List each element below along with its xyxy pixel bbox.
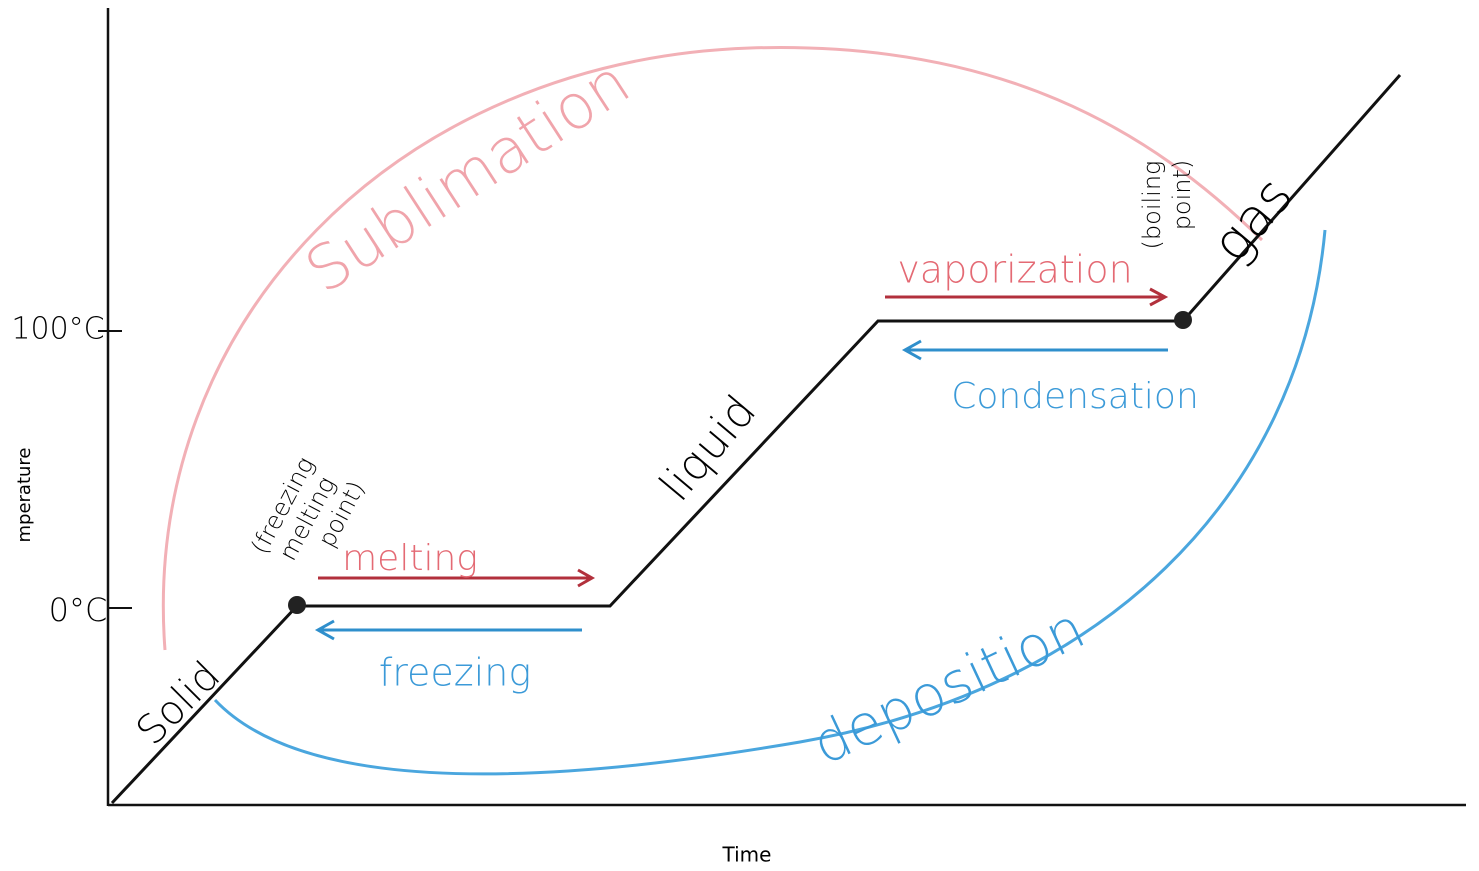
process-label: deposition xyxy=(803,596,1095,778)
point-label-line: (boiling xyxy=(1138,161,1166,250)
melting-point-dot xyxy=(288,596,306,614)
melting-arrow xyxy=(318,568,596,588)
arrows xyxy=(314,287,1169,641)
phase-label: Solid xyxy=(128,653,229,754)
vaporization-arrow xyxy=(885,287,1169,307)
process-label: Condensation xyxy=(951,376,1199,417)
boiling-point-label: (boiling point) xyxy=(1138,160,1196,250)
process-label: freezing xyxy=(379,651,531,695)
phase-label: gas xyxy=(1201,166,1305,274)
process-label: Sublimation xyxy=(293,45,643,308)
heating-curve xyxy=(110,74,1402,805)
condensation-arrow xyxy=(901,339,1168,361)
tick-label: 0°C xyxy=(49,591,108,629)
sublimation-arc xyxy=(162,46,1264,651)
tick-label: 100°C xyxy=(11,312,104,347)
process-label: melting xyxy=(342,538,478,579)
x-axis-label: Time xyxy=(722,843,772,867)
y-axis-label: mperature xyxy=(14,447,35,542)
phase-label: liquid xyxy=(650,386,766,511)
boiling-point-dot xyxy=(1174,311,1192,329)
point-label-line: point) xyxy=(1168,160,1196,231)
process-label: vaporization xyxy=(897,248,1132,292)
freezing-arrow xyxy=(314,619,582,641)
deposition-arc xyxy=(213,229,1327,776)
